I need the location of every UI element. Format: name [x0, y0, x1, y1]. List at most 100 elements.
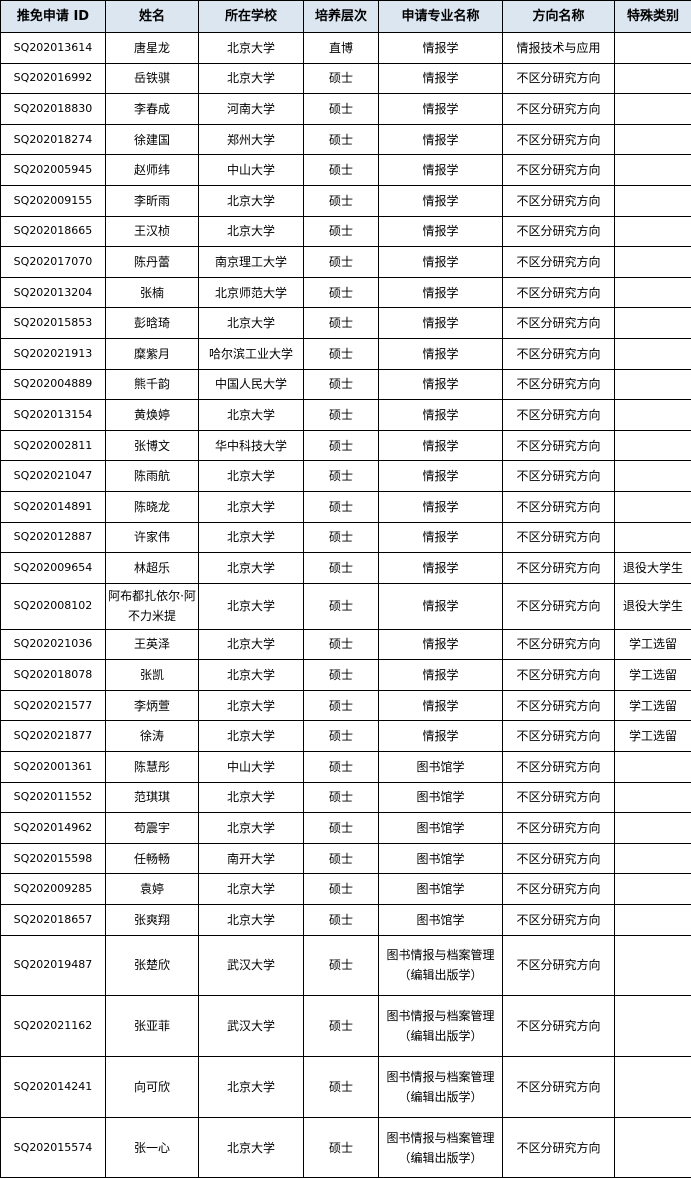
cell-direction: 不区分研究方向 — [502, 246, 615, 278]
cell-applicant-id: SQ202013154 — [0, 399, 106, 431]
cell-school: 北京大学 — [198, 873, 304, 906]
cell-direction: 情报技术与应用 — [502, 32, 615, 64]
cell-name: 徐建国 — [105, 123, 199, 156]
cell-special-category — [614, 93, 691, 125]
cell-major: 图书馆学 — [378, 842, 503, 875]
cell-applicant-id: SQ202013204 — [0, 276, 106, 309]
cell-applicant-id: SQ202009155 — [0, 184, 106, 217]
cell-major: 图书馆学 — [378, 781, 503, 814]
cell-applicant-id: SQ202013614 — [0, 32, 106, 64]
cell-name: 赵师纬 — [105, 154, 199, 186]
table-row: SQ202014962 苟震宇 北京大学 硕士 图书馆学 不区分研究方向 — [0, 812, 691, 844]
cell-special-category: 退役大学生 — [614, 582, 691, 630]
cell-name: 徐涛 — [105, 720, 199, 753]
cell-school: 北京大学 — [198, 659, 304, 691]
cell-applicant-id: SQ202021047 — [0, 460, 106, 492]
cell-direction: 不区分研究方向 — [502, 904, 615, 936]
table-row: SQ202021036 王英泽 北京大学 硕士 情报学 不区分研究方向 学工选留 — [0, 628, 691, 661]
table-row: SQ202018665 王汉桢 北京大学 硕士 情报学 不区分研究方向 — [0, 215, 691, 248]
table-row: SQ202013614 唐星龙 北京大学 直博 情报学 情报技术与应用 — [0, 32, 691, 64]
table-row: SQ202009155 李昕雨 北京大学 硕士 情报学 不区分研究方向 — [0, 184, 691, 217]
table-row: SQ202009285 袁婷 北京大学 硕士 图书馆学 不区分研究方向 — [0, 873, 691, 906]
cell-direction: 不区分研究方向 — [502, 307, 615, 339]
cell-direction: 不区分研究方向 — [502, 521, 615, 554]
cell-school: 北京大学 — [198, 490, 304, 523]
cell-applicant-id: SQ202015574 — [0, 1116, 106, 1179]
cell-school: 中山大学 — [198, 751, 304, 783]
table-row: SQ202021913 糜紫月 哈尔滨工业大学 硕士 情报学 不区分研究方向 — [0, 337, 691, 370]
cell-major: 情报学 — [378, 521, 503, 554]
cell-applicant-id: SQ202021162 — [0, 995, 106, 1057]
cell-name: 向可欣 — [105, 1056, 199, 1118]
cell-major: 情报学 — [378, 429, 503, 462]
table-row: SQ202021047 陈雨航 北京大学 硕士 情报学 不区分研究方向 — [0, 460, 691, 492]
cell-special-category — [614, 1116, 691, 1179]
cell-degree-level: 硕士 — [303, 123, 379, 156]
cell-name: 陈雨航 — [105, 460, 199, 492]
table-row: SQ202017070 陈丹蕾 南京理工大学 硕士 情报学 不区分研究方向 — [0, 246, 691, 278]
cell-direction: 不区分研究方向 — [502, 399, 615, 431]
cell-special-category — [614, 123, 691, 156]
cell-applicant-id: SQ202018078 — [0, 659, 106, 691]
cell-direction: 不区分研究方向 — [502, 490, 615, 523]
cell-special-category: 学工选留 — [614, 689, 691, 722]
cell-major: 情报学 — [378, 62, 503, 95]
cell-direction: 不区分研究方向 — [502, 689, 615, 722]
cell-degree-level: 硕士 — [303, 276, 379, 309]
cell-special-category: 退役大学生 — [614, 552, 691, 584]
cell-degree-level: 硕士 — [303, 1116, 379, 1179]
cell-applicant-id: SQ202017070 — [0, 246, 106, 278]
cell-name: 李炳萱 — [105, 689, 199, 722]
cell-school: 北京大学 — [198, 689, 304, 722]
cell-degree-level: 硕士 — [303, 781, 379, 814]
cell-degree-level: 硕士 — [303, 720, 379, 753]
cell-special-category — [614, 399, 691, 431]
cell-school: 北京大学 — [198, 307, 304, 339]
cell-degree-level: 硕士 — [303, 215, 379, 248]
table-row: SQ202021162 张亚菲 武汉大学 硕士 图书情报与档案管理（编辑出版学） 不区分研… — [0, 995, 691, 1057]
cell-major: 情报学 — [378, 399, 503, 431]
cell-school: 北京大学 — [198, 32, 304, 64]
cell-degree-level: 硕士 — [303, 184, 379, 217]
cell-degree-level: 硕士 — [303, 521, 379, 554]
cell-school: 北京大学 — [198, 628, 304, 661]
cell-school: 北京大学 — [198, 521, 304, 554]
cell-direction: 不区分研究方向 — [502, 368, 615, 401]
cell-name: 王汉桢 — [105, 215, 199, 248]
cell-degree-level: 硕士 — [303, 689, 379, 722]
cell-name: 范琪琪 — [105, 781, 199, 814]
cell-name: 任畅畅 — [105, 842, 199, 875]
table-row: SQ202014891 陈晓龙 北京大学 硕士 情报学 不区分研究方向 — [0, 490, 691, 523]
cell-applicant-id: SQ202018657 — [0, 904, 106, 936]
cell-school: 北京大学 — [198, 582, 304, 630]
cell-major: 图书情报与档案管理（编辑出版学） — [378, 1056, 503, 1118]
cell-school: 南开大学 — [198, 842, 304, 875]
cell-degree-level: 硕士 — [303, 842, 379, 875]
cell-direction: 不区分研究方向 — [502, 276, 615, 309]
cell-major: 情报学 — [378, 337, 503, 370]
cell-special-category — [614, 429, 691, 462]
cell-major: 情报学 — [378, 154, 503, 186]
column-header-special-category: 特殊类别 — [614, 0, 691, 33]
cell-special-category — [614, 1056, 691, 1118]
cell-school: 北京大学 — [198, 184, 304, 217]
cell-special-category — [614, 368, 691, 401]
cell-direction: 不区分研究方向 — [502, 781, 615, 814]
cell-direction: 不区分研究方向 — [502, 337, 615, 370]
cell-major: 情报学 — [378, 123, 503, 156]
cell-special-category — [614, 215, 691, 248]
cell-special-category — [614, 781, 691, 814]
cell-direction: 不区分研究方向 — [502, 1116, 615, 1179]
cell-name: 李昕雨 — [105, 184, 199, 217]
cell-major: 图书情报与档案管理（编辑出版学） — [378, 934, 503, 997]
cell-name: 彭晗琦 — [105, 307, 199, 339]
column-header-degree-level: 培养层次 — [303, 0, 379, 33]
cell-school: 武汉大学 — [198, 934, 304, 997]
cell-name: 张博文 — [105, 429, 199, 462]
cell-degree-level: 硕士 — [303, 751, 379, 783]
column-header-major: 申请专业名称 — [378, 0, 503, 33]
cell-applicant-id: SQ202004889 — [0, 368, 106, 401]
cell-direction: 不区分研究方向 — [502, 184, 615, 217]
cell-name: 李春成 — [105, 93, 199, 125]
cell-special-category — [614, 246, 691, 278]
